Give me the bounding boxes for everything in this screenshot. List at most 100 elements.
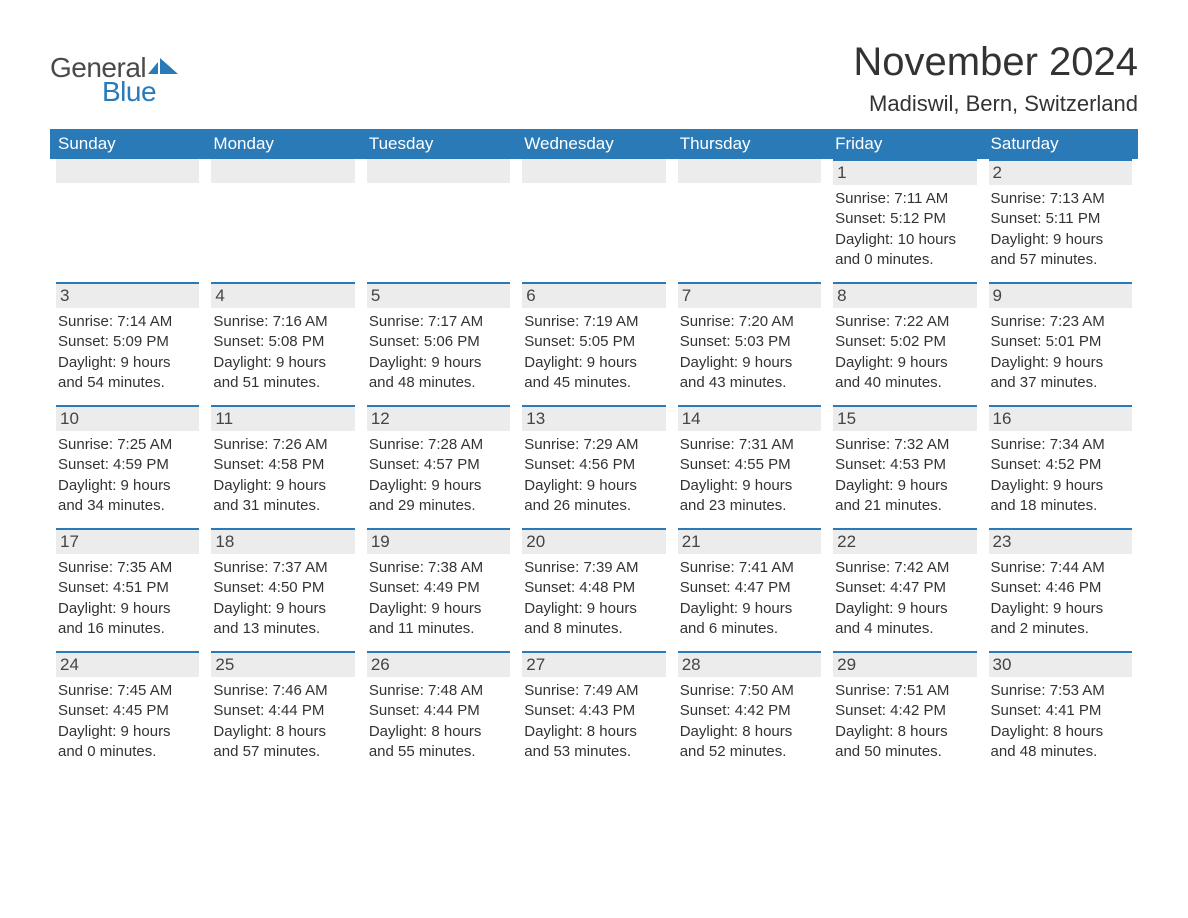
- daylight-line2: and 29 minutes.: [369, 496, 510, 516]
- sunset-text: Sunset: 4:44 PM: [369, 701, 510, 721]
- daylight-line1: Daylight: 9 hours: [991, 353, 1132, 373]
- day-number: 29: [837, 655, 856, 674]
- daylight-line2: and 6 minutes.: [680, 619, 821, 639]
- day-info: Sunrise: 7:50 AMSunset: 4:42 PMDaylight:…: [678, 681, 821, 762]
- daylight-line1: Daylight: 8 hours: [369, 722, 510, 742]
- day-info: Sunrise: 7:23 AMSunset: 5:01 PMDaylight:…: [989, 312, 1132, 393]
- daylight-line1: Daylight: 9 hours: [680, 353, 821, 373]
- title-block: November 2024 Madiswil, Bern, Switzerlan…: [853, 40, 1138, 117]
- day-info: Sunrise: 7:28 AMSunset: 4:57 PMDaylight:…: [367, 435, 510, 516]
- sunset-text: Sunset: 4:56 PM: [524, 455, 665, 475]
- day-cell: 14Sunrise: 7:31 AMSunset: 4:55 PMDayligh…: [672, 405, 827, 528]
- day-cell: 11Sunrise: 7:26 AMSunset: 4:58 PMDayligh…: [205, 405, 360, 528]
- daylight-line2: and 8 minutes.: [524, 619, 665, 639]
- day-number: 27: [526, 655, 545, 674]
- header: General Blue November 2024 Madiswil, Ber…: [50, 40, 1138, 117]
- day-cell: 28 Sunrise: 7:50 AMSunset: 4:42 PMDayligh…: [672, 651, 827, 774]
- sunrise-text: Sunrise: 7:23 AM: [991, 312, 1132, 332]
- sunrise-text: Sunrise: 7:42 AM: [835, 558, 976, 578]
- daylight-line1: Daylight: 9 hours: [524, 353, 665, 373]
- day-cell: 27Sunrise: 7:49 AMSunset: 4:43 PMDayligh…: [516, 651, 671, 774]
- sunset-text: Sunset: 4:48 PM: [524, 578, 665, 598]
- day-number: 13: [526, 409, 545, 428]
- day-number-bar: 13: [522, 405, 665, 431]
- day-number: 24: [60, 655, 79, 674]
- day-number-bar: 11: [211, 405, 354, 431]
- day-number-bar: 27: [522, 651, 665, 677]
- day-cell: 16Sunrise: 7:34 AMSunset: 4:52 PMDayligh…: [983, 405, 1138, 528]
- daylight-line1: Daylight: 9 hours: [991, 599, 1132, 619]
- sunset-text: Sunset: 5:09 PM: [58, 332, 199, 352]
- calendar: Sunday Monday Tuesday Wednesday Thursday…: [50, 129, 1138, 774]
- sunset-text: Sunset: 4:55 PM: [680, 455, 821, 475]
- day-cell: 6Sunrise: 7:19 AMSunset: 5:05 PMDaylight…: [516, 282, 671, 405]
- day-cell: 17Sunrise: 7:35 AMSunset: 4:51 PMDayligh…: [50, 528, 205, 651]
- sunset-text: Sunset: 4:44 PM: [213, 701, 354, 721]
- day-cell: 21Sunrise: 7:41 AMSunset: 4:47 PMDayligh…: [672, 528, 827, 651]
- daylight-line1: Daylight: 9 hours: [213, 353, 354, 373]
- day-number-bar: 2: [989, 159, 1132, 185]
- logo-text-blue: Blue: [102, 76, 156, 108]
- day-number-bar: 8: [833, 282, 976, 308]
- day-number: 7: [682, 286, 691, 305]
- sunset-text: Sunset: 5:11 PM: [991, 209, 1132, 229]
- daylight-line2: and 31 minutes.: [213, 496, 354, 516]
- sunrise-text: Sunrise: 7:26 AM: [213, 435, 354, 455]
- day-number: 9: [993, 286, 1002, 305]
- week-row: 1Sunrise: 7:11 AMSunset: 5:12 PMDaylight…: [50, 159, 1138, 282]
- daylight-line1: Daylight: 9 hours: [991, 476, 1132, 496]
- day-cell: 18Sunrise: 7:37 AMSunset: 4:50 PMDayligh…: [205, 528, 360, 651]
- sunrise-text: Sunrise: 7:16 AM: [213, 312, 354, 332]
- sunset-text: Sunset: 5:01 PM: [991, 332, 1132, 352]
- sunrise-text: Sunrise: 7:22 AM: [835, 312, 976, 332]
- daylight-line1: Daylight: 9 hours: [213, 599, 354, 619]
- day-number-bar: 29: [833, 651, 976, 677]
- daylight-line2: and 4 minutes.: [835, 619, 976, 639]
- day-number: 26: [371, 655, 390, 674]
- day-number: 18: [215, 532, 234, 551]
- day-number-bar: 24: [56, 651, 199, 677]
- day-info: Sunrise: 7:29 AMSunset: 4:56 PMDaylight:…: [522, 435, 665, 516]
- day-number-bar: 19: [367, 528, 510, 554]
- daylight-line2: and 26 minutes.: [524, 496, 665, 516]
- day-cell: 24Sunrise: 7:45 AMSunset: 4:45 PMDayligh…: [50, 651, 205, 774]
- week-row: 17Sunrise: 7:35 AMSunset: 4:51 PMDayligh…: [50, 528, 1138, 651]
- day-number-bar: 28: [678, 651, 821, 677]
- day-number-bar: [211, 159, 354, 183]
- daylight-line2: and 45 minutes.: [524, 373, 665, 393]
- day-cell: 12 Sunrise: 7:28 AMSunset: 4:57 PMDayligh…: [361, 405, 516, 528]
- daylight-line1: Daylight: 9 hours: [524, 476, 665, 496]
- sunset-text: Sunset: 4:45 PM: [58, 701, 199, 721]
- sunrise-text: Sunrise: 7:41 AM: [680, 558, 821, 578]
- day-number-bar: [678, 159, 821, 183]
- day-cell: 29Sunrise: 7:51 AMSunset: 4:42 PMDayligh…: [827, 651, 982, 774]
- daylight-line2: and 48 minutes.: [991, 742, 1132, 762]
- sunrise-text: Sunrise: 7:44 AM: [991, 558, 1132, 578]
- day-number-bar: 18: [211, 528, 354, 554]
- daylight-line2: and 52 minutes.: [680, 742, 821, 762]
- daylight-line2: and 53 minutes.: [524, 742, 665, 762]
- sunset-text: Sunset: 4:47 PM: [680, 578, 821, 598]
- dayhead-tuesday: Tuesday: [361, 129, 516, 159]
- sunset-text: Sunset: 5:12 PM: [835, 209, 976, 229]
- daylight-line1: Daylight: 9 hours: [213, 476, 354, 496]
- daylight-line1: Daylight: 9 hours: [369, 353, 510, 373]
- dayhead-monday: Monday: [205, 129, 360, 159]
- day-number: 2: [993, 163, 1002, 182]
- day-cell: 30Sunrise: 7:53 AMSunset: 4:41 PMDayligh…: [983, 651, 1138, 774]
- daylight-line2: and 18 minutes.: [991, 496, 1132, 516]
- day-number: 12: [371, 409, 390, 428]
- day-cell: 20Sunrise: 7:39 AMSunset: 4:48 PMDayligh…: [516, 528, 671, 651]
- day-cell: 2Sunrise: 7:13 AMSunset: 5:11 PMDaylight…: [983, 159, 1138, 282]
- day-cell: 15Sunrise: 7:32 AMSunset: 4:53 PMDayligh…: [827, 405, 982, 528]
- day-number: 4: [215, 286, 224, 305]
- day-cell: 10Sunrise: 7:25 AMSunset: 4:59 PMDayligh…: [50, 405, 205, 528]
- sunset-text: Sunset: 4:46 PM: [991, 578, 1132, 598]
- day-info: Sunrise: 7:53 AMSunset: 4:41 PMDaylight:…: [989, 681, 1132, 762]
- daylight-line1: Daylight: 9 hours: [680, 599, 821, 619]
- day-info: Sunrise: 7:48 AMSunset: 4:44 PMDaylight:…: [367, 681, 510, 762]
- day-number: 5: [371, 286, 380, 305]
- daylight-line1: Daylight: 10 hours: [835, 230, 976, 250]
- daylight-line1: Daylight: 8 hours: [991, 722, 1132, 742]
- sunset-text: Sunset: 5:03 PM: [680, 332, 821, 352]
